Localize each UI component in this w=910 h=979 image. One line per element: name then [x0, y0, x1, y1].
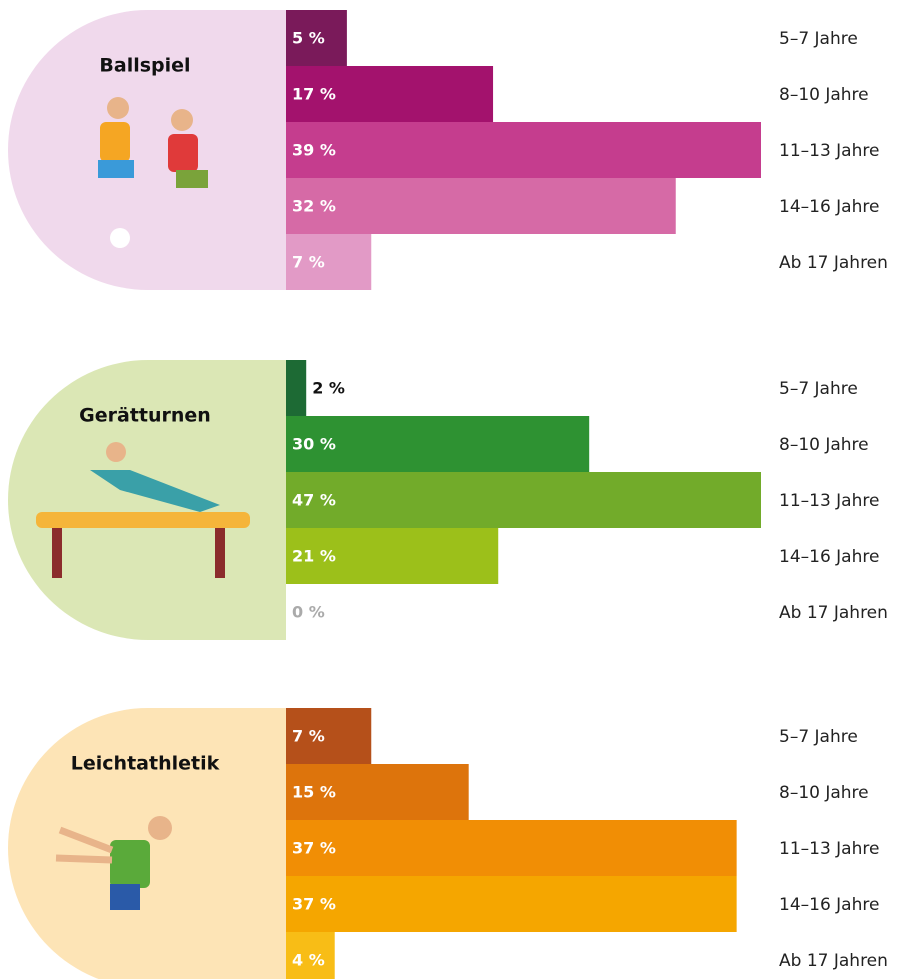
bar: [286, 876, 737, 932]
bar: [286, 472, 761, 528]
category-label: 8–10 Jahre: [779, 783, 869, 803]
value-label: 0 %: [292, 603, 325, 622]
category-label: 5–7 Jahre: [779, 29, 858, 49]
category-label: Ab 17 Jahren: [779, 951, 888, 971]
panel-title: Ballspiel: [99, 55, 190, 77]
value-label: 47 %: [292, 491, 336, 510]
value-label: 30 %: [292, 435, 336, 454]
panel-title: Leichtathletik: [71, 753, 220, 775]
category-label: 14–16 Jahre: [779, 197, 879, 217]
bar: [286, 360, 306, 416]
bar: [286, 178, 676, 234]
category-label: 8–10 Jahre: [779, 435, 869, 455]
chart: Ballspiel 5 % 5–7 Jahre 17 % 8–10 Jahre 39 % 1…: [0, 0, 910, 979]
value-label: 32 %: [292, 197, 336, 216]
panel-background: [8, 10, 286, 290]
value-label: 2 %: [312, 379, 345, 398]
value-label: 21 %: [292, 547, 336, 566]
value-label: 37 %: [292, 895, 336, 914]
category-label: 5–7 Jahre: [779, 727, 858, 747]
category-label: Ab 17 Jahren: [779, 253, 888, 273]
category-label: 11–13 Jahre: [779, 491, 879, 511]
category-label: 11–13 Jahre: [779, 141, 879, 161]
category-label: 14–16 Jahre: [779, 547, 879, 567]
value-label: 7 %: [292, 253, 325, 272]
category-label: 11–13 Jahre: [779, 839, 879, 859]
value-label: 4 %: [292, 951, 325, 970]
value-label: 37 %: [292, 839, 336, 858]
bar: [286, 122, 761, 178]
panel-title: Gerätturnen: [79, 405, 211, 427]
category-label: 14–16 Jahre: [779, 895, 879, 915]
value-label: 15 %: [292, 783, 336, 802]
category-label: Ab 17 Jahren: [779, 603, 888, 623]
category-label: 5–7 Jahre: [779, 379, 858, 399]
value-label: 17 %: [292, 85, 336, 104]
category-label: 8–10 Jahre: [779, 85, 869, 105]
value-label: 39 %: [292, 141, 336, 160]
panel-background: [8, 360, 286, 640]
bar: [286, 820, 737, 876]
value-label: 5 %: [292, 29, 325, 48]
value-label: 7 %: [292, 727, 325, 746]
